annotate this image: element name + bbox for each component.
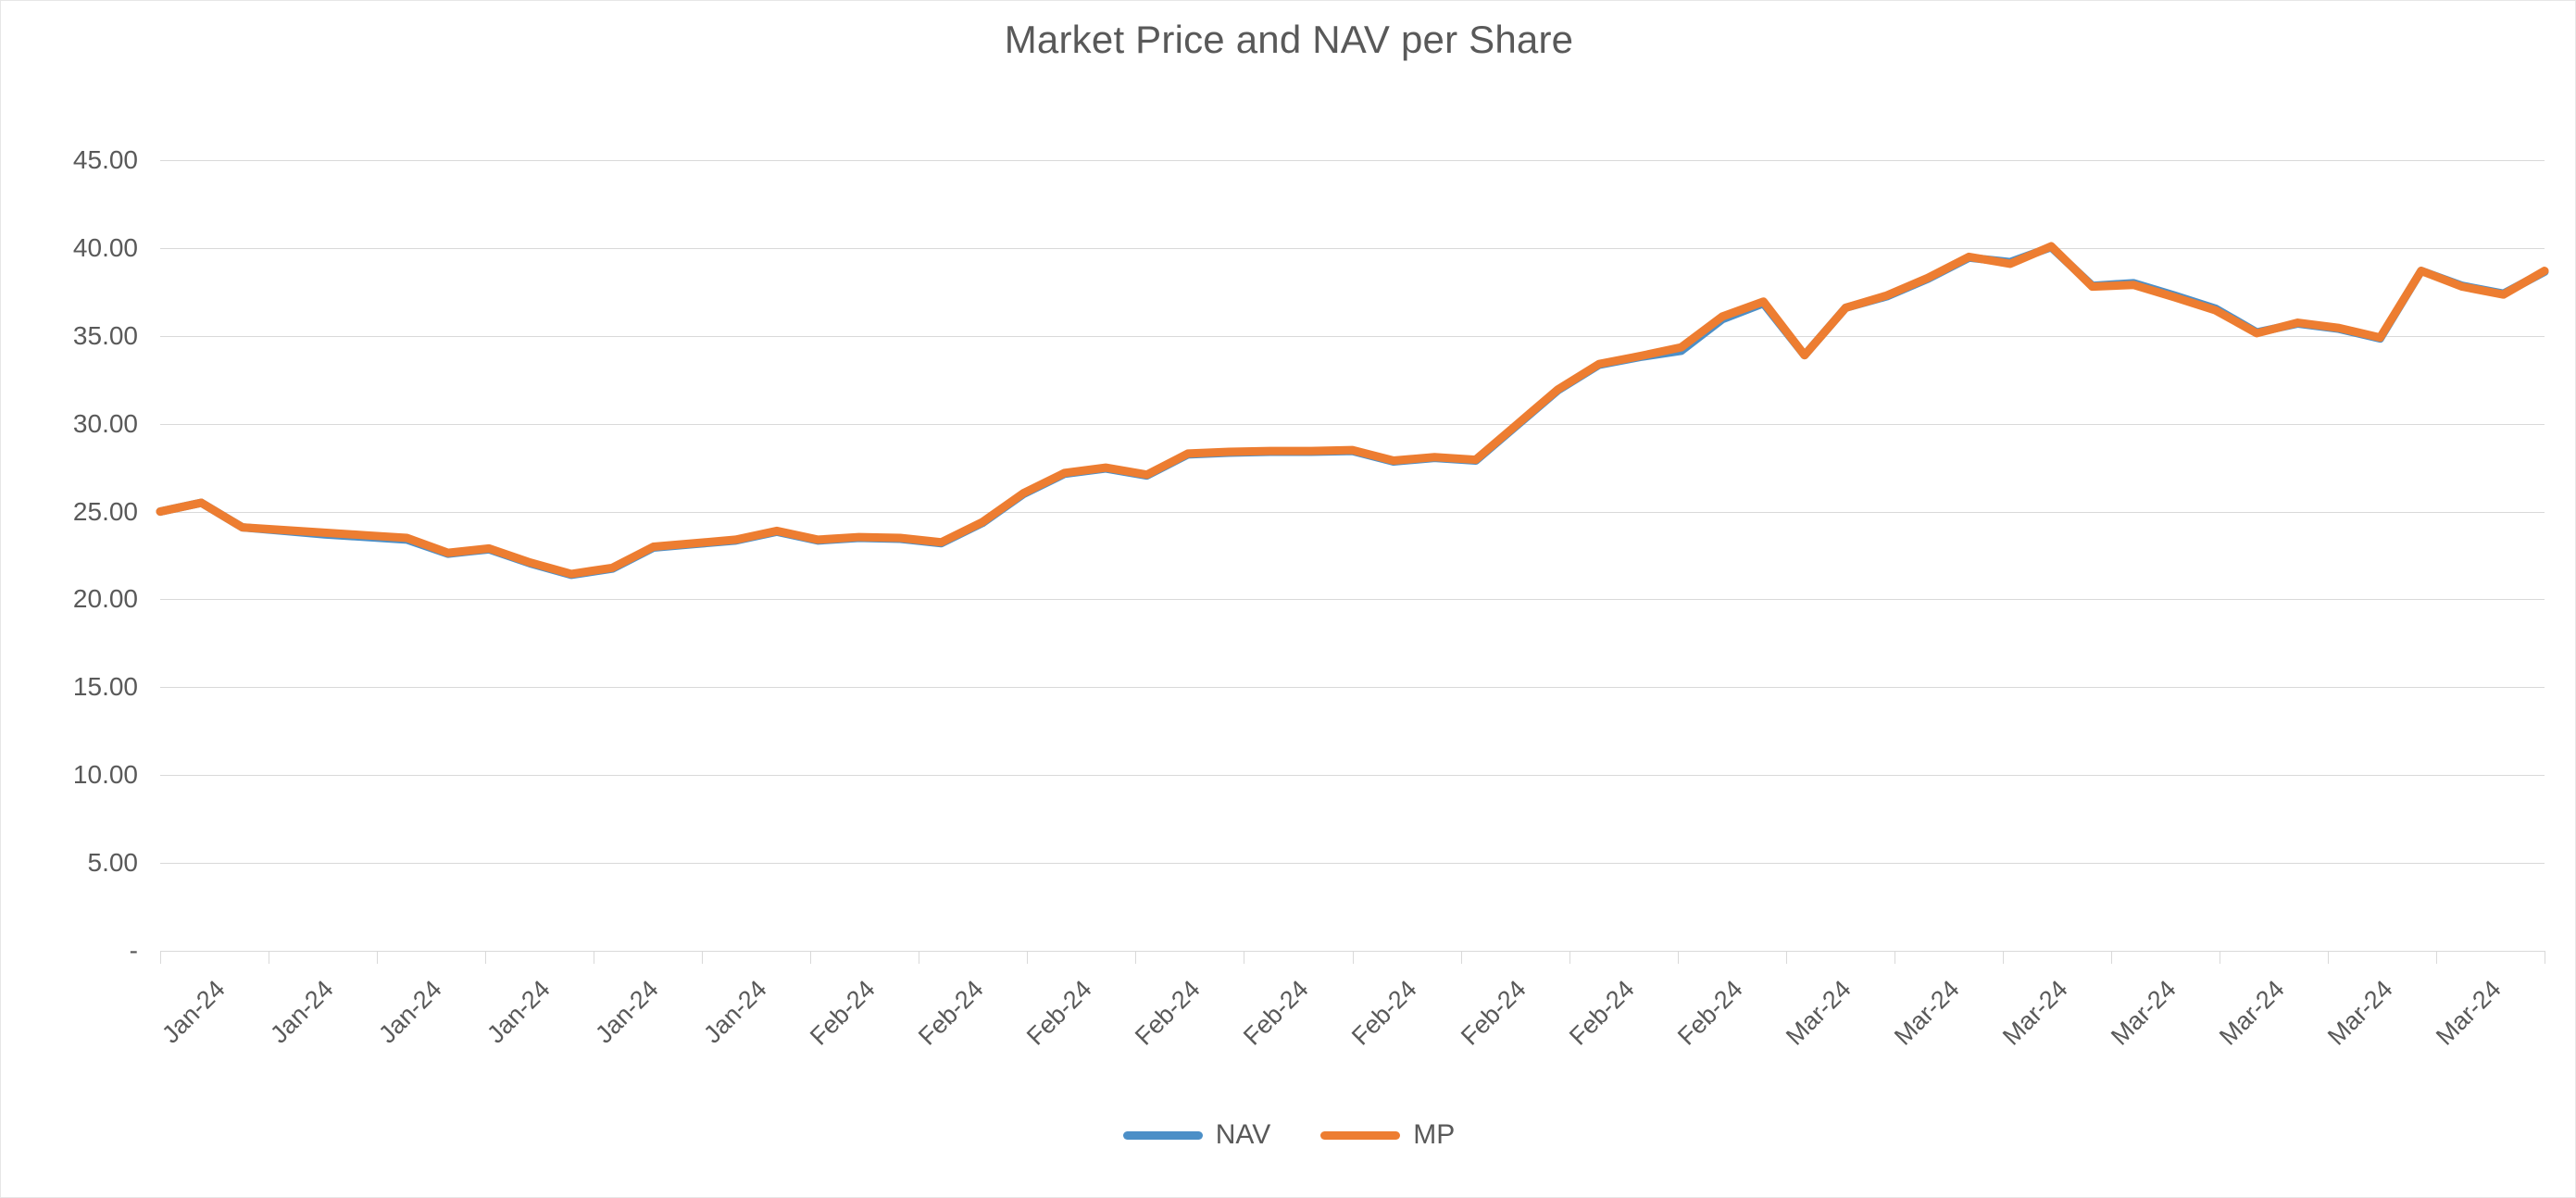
- x-axis-tick-label: Feb-24: [1563, 975, 1640, 1051]
- y-axis-tick-label: 15.00: [72, 672, 138, 702]
- x-axis-tick-label: Mar-24: [2430, 975, 2507, 1051]
- y-axis-tick-label: 20.00: [72, 584, 138, 614]
- y-axis-tick-label: -: [129, 936, 138, 965]
- legend-label: MP: [1413, 1119, 1456, 1150]
- x-axis-tick-label: Mar-24: [2213, 975, 2290, 1051]
- x-axis-tick-mark: [1135, 951, 1137, 964]
- x-axis-tick-mark: [1352, 951, 1354, 964]
- y-axis-tick-label: 10.00: [72, 760, 138, 790]
- y-axis-tick-label: 30.00: [72, 408, 138, 438]
- plot-area: [156, 160, 2549, 951]
- x-axis-tick-label: Jan-24: [373, 975, 447, 1049]
- x-axis-tick-mark: [810, 951, 812, 964]
- legend-swatch-nav-icon: [1122, 1130, 1203, 1140]
- series-lines: [156, 242, 2549, 580]
- x-axis-tick-mark: [2002, 951, 2004, 964]
- legend-item-mp[interactable]: MP: [1320, 1119, 1455, 1151]
- gridline: [160, 599, 2545, 601]
- x-axis-tick-label: Mar-24: [2105, 975, 2182, 1051]
- legend-label: NAV: [1215, 1119, 1271, 1150]
- x-axis-tick-label: Feb-24: [1671, 975, 1748, 1051]
- x-axis-tick-mark: [2327, 951, 2329, 964]
- gridline: [160, 247, 2545, 249]
- x-axis-tick-label: Jan-24: [590, 975, 664, 1049]
- x-axis-tick-mark: [485, 951, 487, 964]
- gridline: [160, 687, 2545, 689]
- x-axis-tick-label: Feb-24: [1130, 975, 1207, 1051]
- x-axis-tick-label: Mar-24: [1888, 975, 1965, 1051]
- x-axis-tick-mark: [160, 951, 161, 964]
- x-axis-tick-label: Feb-24: [913, 975, 990, 1051]
- gridline: [160, 423, 2545, 425]
- legend-swatch-mp-icon: [1320, 1130, 1401, 1140]
- gridline: [160, 863, 2545, 865]
- gridline: [160, 335, 2545, 337]
- x-axis-tick-mark: [2435, 951, 2437, 964]
- y-axis-tick-label: 25.00: [72, 496, 138, 526]
- x-axis-tick-label: Feb-24: [1455, 975, 1532, 1051]
- chart-legend: NAV MP: [1, 1119, 2576, 1151]
- y-axis-tick-label: 40.00: [72, 232, 138, 262]
- x-axis-tick-mark: [1785, 951, 1787, 964]
- series-line-mp: [156, 242, 2549, 579]
- chart-title: Market Price and NAV per Share: [1004, 18, 1574, 61]
- x-axis-tick-mark: [1569, 951, 1570, 964]
- gridline: [160, 160, 2545, 161]
- x-axis-tick-mark: [1894, 951, 1895, 964]
- x-axis-tick-label: Jan-24: [265, 975, 339, 1049]
- x-axis-tick-mark: [1677, 951, 1679, 964]
- legend-item-nav[interactable]: NAV: [1122, 1119, 1271, 1151]
- x-axis-tick-label: Mar-24: [1780, 975, 1857, 1051]
- x-axis-tick-label: Jan-24: [481, 975, 556, 1049]
- x-axis-tick-label: Feb-24: [1346, 975, 1423, 1051]
- x-axis-tick-mark: [377, 951, 379, 964]
- x-axis-tick-label: Mar-24: [1996, 975, 2073, 1051]
- x-axis-tick-label: Feb-24: [805, 975, 881, 1051]
- x-axis-tick-label: Feb-24: [1238, 975, 1315, 1051]
- x-axis-tick-mark: [1027, 951, 1029, 964]
- x-axis-tick-label: Jan-24: [698, 975, 772, 1049]
- x-axis-tick-label: Feb-24: [1021, 975, 1098, 1051]
- x-axis-tick-mark: [1460, 951, 1462, 964]
- y-axis-tick-label: 45.00: [72, 145, 138, 174]
- x-axis-tick-mark: [702, 951, 704, 964]
- y-axis-tick-label: 5.00: [87, 848, 139, 878]
- gridline: [160, 511, 2545, 513]
- series-line-nav: [156, 243, 2549, 580]
- y-axis-tick-label: 35.00: [72, 320, 138, 350]
- x-axis-tick-label: Mar-24: [2321, 975, 2398, 1051]
- x-axis-tick-mark: [2110, 951, 2112, 964]
- gridline: [160, 775, 2545, 777]
- x-axis-tick-label: Jan-24: [156, 975, 231, 1049]
